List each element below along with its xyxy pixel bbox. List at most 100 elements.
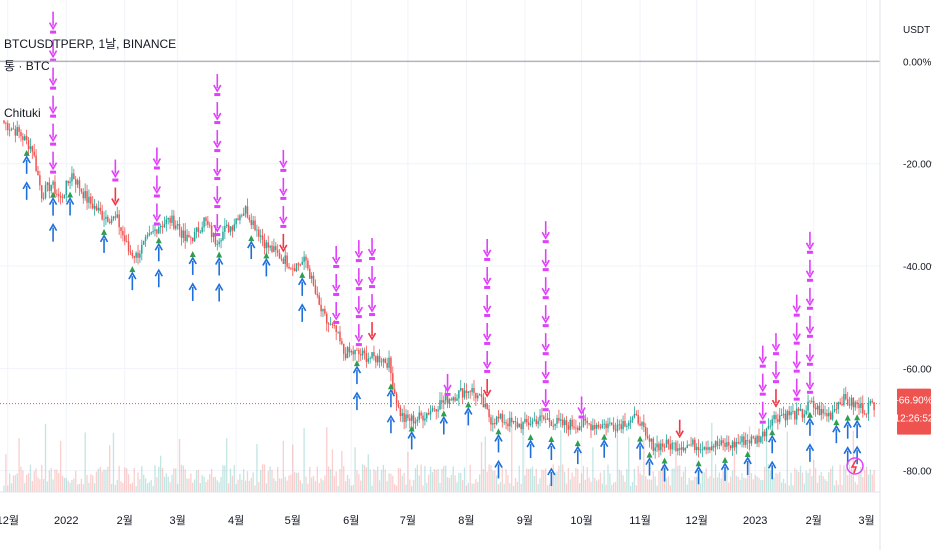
- buy-arrow-head: [635, 441, 645, 450]
- sell-signal-bar: [484, 257, 491, 261]
- candle-body: [193, 231, 196, 241]
- candle-body: [446, 395, 449, 404]
- symbol-title[interactable]: BTCUSDTPERP, 1날, BINANCE: [4, 37, 177, 51]
- sell-arrow-head: [279, 160, 288, 169]
- candle-body: [173, 215, 175, 229]
- volume-bar: [631, 482, 634, 492]
- volume-bar: [450, 474, 452, 492]
- candle-body: [694, 439, 696, 451]
- volume-bar: [571, 472, 573, 492]
- volume-bar: [639, 473, 641, 492]
- candle-body: [280, 258, 283, 260]
- volume-bar: [707, 478, 709, 492]
- volume-bar: [511, 427, 513, 492]
- buy-arrow-head: [214, 256, 224, 265]
- volume-bar: [352, 484, 354, 492]
- sell-arrow-head: [758, 412, 767, 421]
- volume-bar: [42, 479, 45, 492]
- candle-body: [310, 275, 313, 279]
- sell-arrow-head: [541, 315, 550, 324]
- volume-bar: [27, 473, 30, 492]
- sell-signal-bar: [280, 168, 287, 172]
- volume-bar: [129, 483, 132, 492]
- candle-body: [848, 404, 851, 406]
- price-axis-tick-label: -80.00%: [903, 467, 932, 478]
- volume-bar: [792, 485, 794, 492]
- candle-body: [788, 410, 790, 416]
- volume-bar: [469, 464, 471, 492]
- sell-arrow-head: [805, 382, 815, 391]
- sell-arrow-head: [367, 304, 377, 313]
- volume-bar: [180, 464, 183, 492]
- volume-bar: [461, 480, 464, 492]
- volume-bar: [354, 447, 356, 492]
- compare-symbol-label[interactable]: 통 · BTC: [4, 59, 50, 73]
- candle-body: [265, 242, 268, 249]
- candle-body: [452, 397, 454, 401]
- candle-body: [146, 235, 149, 238]
- buy-signal-marker: [440, 410, 447, 417]
- volume-bar: [546, 485, 549, 492]
- candle-body: [688, 444, 690, 446]
- volume-bar: [176, 483, 179, 492]
- sell-signal-bar: [759, 420, 766, 424]
- candle-body: [580, 426, 583, 428]
- buy-arrow-head: [573, 445, 582, 454]
- candle-body: [242, 213, 245, 216]
- volume-bar: [226, 438, 228, 492]
- candle-body: [352, 351, 354, 355]
- volume-bar: [579, 483, 581, 492]
- candle-body: [648, 438, 651, 442]
- sell-signal-bar: [542, 408, 549, 412]
- candle-body: [526, 418, 528, 423]
- volume-bar: [499, 481, 502, 492]
- volume-bar: [124, 467, 126, 492]
- candle-body: [233, 224, 236, 231]
- sell-signal-bar: [578, 415, 585, 419]
- volume-bar: [137, 472, 139, 492]
- sell-signal-bar: [50, 58, 57, 62]
- volume-bar: [20, 466, 22, 492]
- volume-bar: [599, 472, 602, 492]
- volume-bar: [358, 474, 360, 492]
- volume-bar: [267, 471, 269, 492]
- volume-bar: [720, 478, 722, 492]
- volume-bar: [805, 470, 807, 492]
- candle-body: [235, 218, 237, 225]
- candle-body: [186, 234, 188, 241]
- candle-body: [3, 120, 5, 123]
- volume-bar: [507, 475, 509, 492]
- candle-body: [509, 417, 511, 427]
- sell-arrow-head: [541, 259, 550, 268]
- lightning-bolt-icon: [850, 459, 858, 474]
- candle-body: [303, 256, 305, 262]
- volume-bar: [210, 468, 213, 492]
- candle-body: [546, 418, 549, 420]
- volume-bar: [382, 464, 385, 492]
- buy-signal-marker: [695, 460, 702, 467]
- indicator-label[interactable]: Chituki: [4, 106, 41, 120]
- candle-body: [507, 423, 509, 427]
- buy-arrow-head: [660, 462, 669, 471]
- candle-body: [463, 390, 466, 398]
- candle-body: [767, 425, 770, 429]
- volume-bar: [171, 474, 173, 492]
- volume-bar: [273, 478, 275, 492]
- volume-bar: [433, 468, 435, 492]
- candle-body: [93, 205, 96, 209]
- volume-bar: [609, 473, 611, 492]
- candle-body: [569, 419, 571, 430]
- sell-signal-bar: [355, 287, 362, 291]
- volume-bar: [667, 476, 670, 492]
- volume-bar: [628, 437, 630, 492]
- candle-body: [18, 127, 20, 132]
- candle-body: [741, 436, 743, 443]
- sell-arrow-head: [213, 196, 222, 205]
- candle-body: [758, 435, 760, 443]
- candle-body: [465, 390, 468, 393]
- volume-bar: [52, 479, 54, 492]
- volume-bar: [824, 479, 826, 492]
- candle-body: [760, 436, 762, 443]
- volume-bar: [248, 480, 251, 492]
